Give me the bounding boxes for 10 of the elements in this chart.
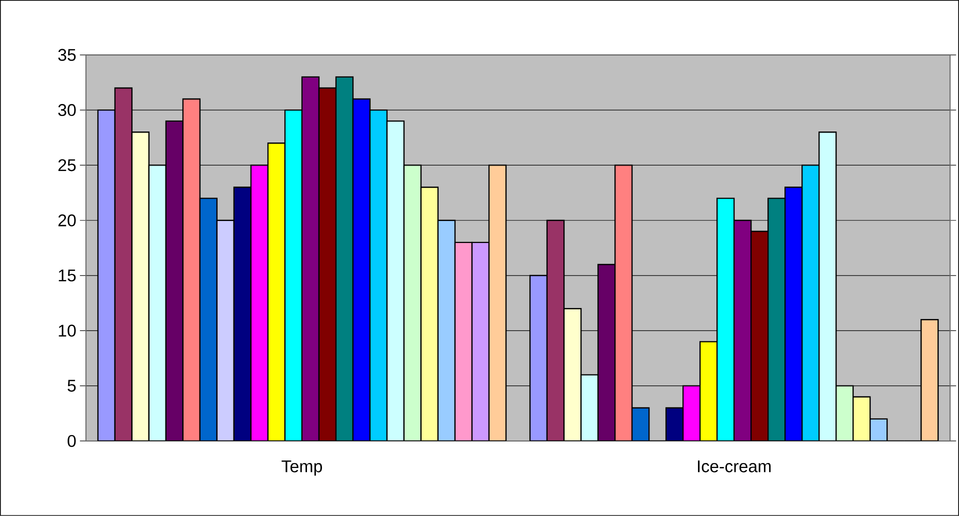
y-tick-label: 0	[68, 435, 76, 448]
x-tick-label: Temp	[282, 460, 322, 476]
y-tick-label: 35	[58, 48, 76, 61]
y-tick-label: 20	[58, 214, 76, 226]
y-tick-label: 25	[58, 159, 76, 172]
y-tick-label: 30	[58, 104, 76, 116]
x-tick-label: Ice-cream	[698, 460, 771, 472]
y-tick-label: 10	[58, 324, 76, 337]
y-tick-label: 15	[58, 270, 76, 282]
y-tick-label: 5	[68, 380, 76, 392]
